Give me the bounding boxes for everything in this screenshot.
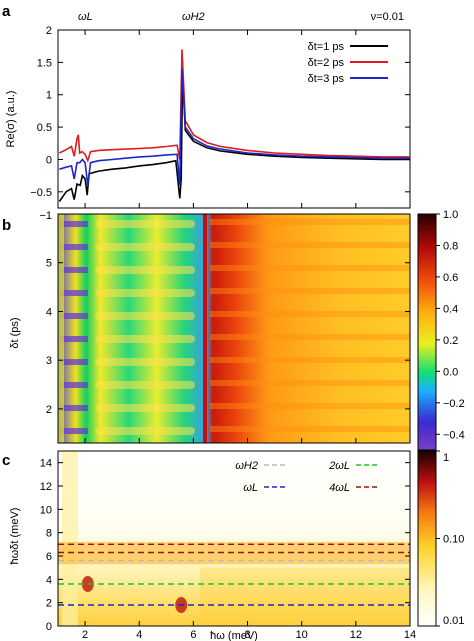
colorbar-b [417,213,437,451]
series-line-3 [59,68,410,186]
ytick-c-1: 2 [46,598,52,610]
colorbar-b-tick-5: 0.0 [443,366,458,378]
ytick-a-3: 1 [46,90,52,102]
colorbar-b-tick-4: 0.2 [443,335,458,347]
legend-label-3: δt=3 ps [308,73,345,85]
xtick-c-6: 14 [404,629,416,641]
xtick-c-1: 4 [136,629,142,641]
ytick-a-2: 0.5 [37,122,52,134]
legend-c-label-0: ωH2 [235,460,258,472]
ylabel-a: Re(σ) (a.u.) [5,91,17,148]
ytick-c-3: 6 [46,551,52,563]
ylabel-b: δt (ps) [9,317,21,348]
ytick-c-6: 12 [40,481,52,493]
ylabel-c: ħωδt (meV) [9,508,21,565]
ytick-a-0: −0.5 [30,187,52,199]
colorbar-b-tick-7: −0.4 [443,429,465,441]
ytick-a-5: 2 [46,25,52,37]
xtick-c-4: 10 [296,629,308,641]
ytick-c-5: 10 [40,504,52,516]
ytick-c-4: 8 [46,528,52,540]
legend-c-label-2: 2ωL [328,460,350,472]
xlabel-c: ħω (meV) [210,630,258,641]
xtick-c-2: 6 [190,629,196,641]
xtick-c-0: 2 [82,629,88,641]
heatmap-c [58,451,410,626]
nu-annotation: ν=0.01 [371,11,404,23]
colorbar-c-tick-2: 0.01 [443,615,464,627]
ytick-b-0: 2 [46,404,52,416]
colorbar-b-tick-2: 0.6 [443,272,458,284]
xtick-c-3: 8 [244,629,250,641]
panel-label-b: b [2,217,11,234]
legend-label-2: δt=2 ps [308,57,345,69]
legend-label-1: δt=1 ps [308,41,345,53]
legend-c-label-1: ωL [243,482,258,494]
ytick-b-1: 3 [46,355,52,367]
top-label-omega-l: ωL [78,11,93,23]
panel-c: 0 2 4 6 8 10 12 14 2 4 6 8 10 12 14 ħωδt (meV) ħω (me… [9,450,464,641]
ytick-b-3: 5 [46,258,52,270]
colorbar-c [417,450,437,627]
series-line-2 [59,49,410,164]
panel-label-a: a [2,3,11,20]
panel-label-c: c [2,452,10,469]
xtick-c-5: 12 [350,629,362,641]
extra-tick-b: −1 [39,210,52,222]
colorbar-b-tick-1: 0.8 [443,240,458,252]
legend-c-label-3: 4ωL [329,482,350,494]
ytick-b-2: 4 [46,306,52,318]
ytick-c-0: 0 [46,621,52,633]
colorbar-b-tick-0: 1.0 [443,209,458,221]
legend-a: δt=1 ps δt=2 ps δt=3 ps [308,41,388,85]
colorbar-b-tick-3: 0.4 [443,303,458,315]
series-line-1 [58,72,410,202]
ytick-a-1: 0 [46,154,52,166]
colorbar-c-tick-0: 1 [443,452,449,464]
ytick-a-4: 1.5 [37,57,52,69]
panel-b: 2 3 4 5 δt (ps) −1 1.0 0.8 0.6 0.4 0.2 0.0 −0.2 −0… [9,209,465,451]
panel-a: −0.5 0 0.5 1 1.5 2 ωL ωH2 ν=0.01 Re(σ) (a.u.)… [5,11,411,209]
ytick-c-7: 14 [40,458,52,470]
legend-c: ωH2 ωL 2ωL 4ωL [235,460,378,494]
top-label-omega-h2: ωH2 [182,11,205,23]
colorbar-b-tick-6: −0.2 [443,398,465,410]
ytick-c-2: 4 [46,574,52,586]
colorbar-c-tick-1: 0.10 [443,534,464,546]
plot-frame-a [57,29,411,209]
